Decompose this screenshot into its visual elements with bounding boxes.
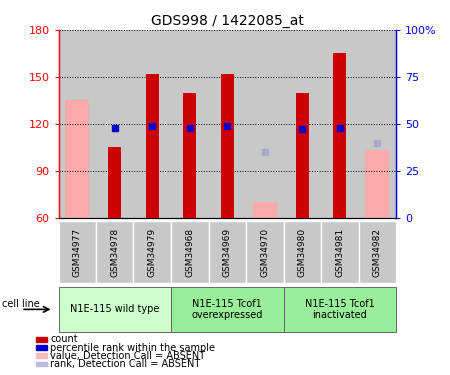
Bar <box>220 74 234 217</box>
Text: percentile rank within the sample: percentile rank within the sample <box>50 343 216 352</box>
Bar <box>208 30 246 217</box>
Text: N1E-115 wild type: N1E-115 wild type <box>70 304 159 314</box>
Bar <box>171 30 208 217</box>
Bar <box>246 30 284 217</box>
Bar <box>65 100 89 218</box>
Bar <box>284 30 321 217</box>
Bar <box>183 93 196 218</box>
Text: GSM34977: GSM34977 <box>73 228 82 277</box>
Bar <box>359 30 396 217</box>
Text: cell line: cell line <box>2 299 40 309</box>
Text: GSM34978: GSM34978 <box>110 228 119 277</box>
Bar <box>321 30 359 217</box>
Bar <box>333 54 346 217</box>
Bar <box>296 93 309 218</box>
Bar <box>134 30 171 217</box>
Bar <box>58 30 96 217</box>
Title: GDS998 / 1422085_at: GDS998 / 1422085_at <box>151 13 304 28</box>
Text: N1E-115 Tcof1
overexpressed: N1E-115 Tcof1 overexpressed <box>192 298 263 320</box>
Text: N1E-115 Tcof1
inactivated: N1E-115 Tcof1 inactivated <box>305 298 374 320</box>
Text: value, Detection Call = ABSENT: value, Detection Call = ABSENT <box>50 351 206 361</box>
Text: count: count <box>50 334 78 344</box>
Bar <box>146 74 159 217</box>
Text: GSM34982: GSM34982 <box>373 228 382 277</box>
Text: GSM34979: GSM34979 <box>148 228 157 277</box>
Bar <box>365 150 389 217</box>
Text: GSM34969: GSM34969 <box>223 228 232 277</box>
Bar <box>108 147 122 218</box>
Text: GSM34981: GSM34981 <box>335 228 344 277</box>
Bar <box>96 30 134 217</box>
Bar <box>253 202 277 217</box>
Text: GSM34968: GSM34968 <box>185 228 194 277</box>
Text: GSM34970: GSM34970 <box>260 228 269 277</box>
Text: GSM34980: GSM34980 <box>298 228 307 277</box>
Text: rank, Detection Call = ABSENT: rank, Detection Call = ABSENT <box>50 359 201 369</box>
